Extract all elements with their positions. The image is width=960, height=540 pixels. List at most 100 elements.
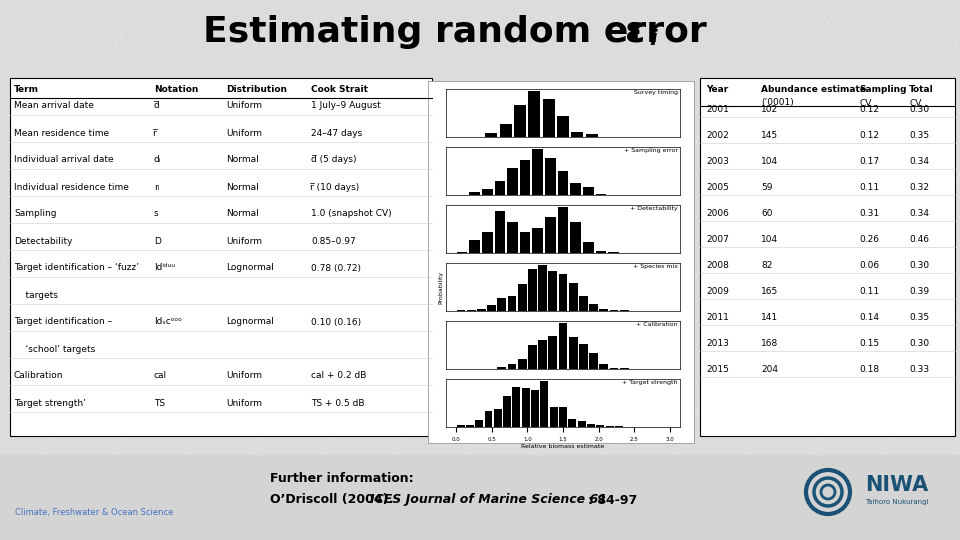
Text: 2013: 2013 [706,339,729,348]
Bar [559,274,567,311]
Bar [486,133,497,137]
Bar [539,340,547,369]
Text: Normal: Normal [226,210,259,219]
Text: Mean arrival date: Mean arrival date [14,102,94,111]
Bar [497,298,506,311]
Bar [610,368,618,369]
Bar [540,381,548,427]
Bar [469,240,480,253]
Text: Normal: Normal [226,156,259,165]
Text: 2005: 2005 [706,183,729,192]
Text: rᵢ: rᵢ [154,183,159,192]
Bar [589,354,598,369]
Bar [570,183,581,195]
Bar [539,265,547,311]
Bar [548,336,557,369]
Text: Uniform: Uniform [226,102,262,111]
Bar [533,149,543,195]
Text: Estimating random error: Estimating random error [204,15,707,49]
Text: cal + 0.2 dB: cal + 0.2 dB [311,372,367,381]
Text: Idⁱᵈᵘᵘ: Idⁱᵈᵘᵘ [154,264,175,273]
Text: 2015: 2015 [706,364,729,374]
Text: 60: 60 [761,208,773,218]
Text: 0.46: 0.46 [909,234,929,244]
Text: + Detectability: + Detectability [630,206,678,212]
Bar [488,305,496,311]
Text: 204: 204 [761,364,778,374]
Text: s: s [154,210,158,219]
Text: 2006: 2006 [706,208,729,218]
Bar [503,396,511,427]
Bar [559,407,567,427]
Text: D: D [154,237,161,246]
Text: TS + 0.5 dB: TS + 0.5 dB [311,399,365,408]
Text: 0.33: 0.33 [909,364,929,374]
Text: CV: CV [909,98,922,107]
Text: Target identification –: Target identification – [14,318,112,327]
Text: Normal: Normal [226,183,259,192]
Bar [579,296,588,311]
Bar [533,228,543,253]
Bar [558,207,568,253]
Text: r̅ (10 days): r̅ (10 days) [311,183,360,192]
Text: d̅ (5 days): d̅ (5 days) [311,156,356,165]
Text: 0.12: 0.12 [859,131,879,139]
Bar [596,425,604,427]
Bar [570,222,581,253]
Text: Distribution: Distribution [226,84,287,93]
Bar [517,359,526,369]
Text: 0.34: 0.34 [909,157,929,165]
Bar [583,187,593,195]
Text: + Species mix: + Species mix [633,265,678,269]
FancyBboxPatch shape [428,81,694,443]
Text: (’0001): (’0001) [761,98,794,107]
Text: Year: Year [706,84,729,93]
Text: targets: targets [14,291,58,300]
Text: 0.31: 0.31 [859,208,879,218]
Text: Idₛᴄᵒᵒᵒ: Idₛᴄᵒᵒᵒ [154,318,182,327]
Text: r̅: r̅ [154,129,157,138]
Text: 0.30: 0.30 [909,105,929,113]
Text: Sampling: Sampling [859,84,906,93]
Bar [620,368,629,369]
Text: 0.11: 0.11 [859,287,879,295]
X-axis label: Relative biomass estimate: Relative biomass estimate [521,444,605,449]
Bar [514,105,526,137]
Text: Uniform: Uniform [226,399,262,408]
Bar [548,271,557,311]
Text: Lognormal: Lognormal [226,264,274,273]
Y-axis label: Probability: Probability [438,271,444,303]
Text: 2003: 2003 [706,157,729,165]
Text: Sampling: Sampling [14,210,57,219]
Text: 0.35: 0.35 [909,131,929,139]
Bar [586,134,598,137]
Bar [482,189,492,195]
Bar [569,284,578,311]
Text: Term: Term [14,84,39,93]
Text: 0.11: 0.11 [859,183,879,192]
Bar [477,309,486,311]
Bar [469,192,480,195]
Bar [545,217,556,253]
Bar [545,158,556,195]
Text: CV: CV [859,98,872,107]
Bar [494,211,505,253]
Bar [587,424,595,427]
Bar [620,310,629,311]
Bar [599,364,608,369]
Text: 1.0 (snapshot CV): 1.0 (snapshot CV) [311,210,392,219]
Text: 0.39: 0.39 [909,287,929,295]
Text: 0.26: 0.26 [859,234,879,244]
Text: Notation: Notation [154,84,199,93]
Bar [485,411,492,427]
Bar [558,171,568,195]
Bar [519,232,531,253]
Text: 2002: 2002 [706,131,729,139]
Text: 2008: 2008 [706,260,729,269]
Text: Lognormal: Lognormal [226,318,274,327]
Text: 0.30: 0.30 [909,260,929,269]
Bar [475,420,483,427]
Text: d̅: d̅ [154,102,159,111]
Bar [507,168,517,195]
Bar [517,284,526,311]
